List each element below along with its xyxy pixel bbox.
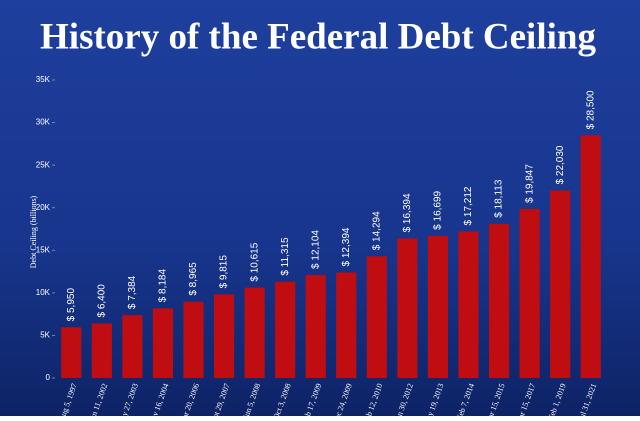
value-label: $ 11,315 (280, 237, 291, 276)
bar (183, 301, 204, 378)
bar (458, 231, 479, 378)
bar (213, 294, 235, 378)
value-label: $ 10,615 (249, 242, 260, 281)
bar (336, 272, 357, 378)
y-tick-label: 25K (36, 160, 51, 169)
value-label: $ 22,030 (555, 145, 566, 184)
value-label: $ 12,394 (341, 227, 352, 266)
y-tick-label: 0 (46, 373, 51, 382)
value-label: $ 19,847 (524, 164, 535, 203)
bar (427, 235, 449, 378)
value-label: $ 7,384 (127, 275, 138, 309)
bar (275, 281, 296, 378)
value-label: $ 16,394 (402, 193, 413, 232)
value-label: $ 16,699 (433, 190, 444, 229)
value-label: $ 28,500 (585, 90, 596, 129)
y-tick-label: 20K (36, 203, 51, 212)
y-tick-label: 30K (36, 118, 51, 127)
value-label: $ 5,950 (66, 288, 77, 322)
value-label: $ 8,965 (188, 262, 199, 296)
bar (91, 323, 112, 378)
bar (244, 287, 265, 378)
bar (61, 327, 82, 378)
y-tick-label: 35K (36, 75, 51, 84)
bar (152, 308, 174, 378)
value-label: $ 18,113 (494, 179, 505, 218)
bar (366, 256, 387, 378)
bar (550, 190, 571, 378)
y-tick-label: 15K (36, 245, 51, 254)
bar (305, 274, 326, 378)
y-axis-label: Debt Ceiling (billions) (29, 195, 38, 268)
bar (122, 315, 143, 378)
bar (488, 223, 510, 378)
value-label: $ 9,815 (219, 255, 230, 289)
value-label: $ 6,400 (96, 284, 107, 318)
chart-title: History of the Federal Debt Ceiling (40, 16, 596, 57)
bar (397, 238, 418, 378)
value-label: $ 12,104 (310, 230, 321, 269)
y-tick-label: 5K (40, 331, 50, 340)
bar (580, 135, 601, 378)
y-tick-label: 10K (36, 288, 51, 297)
value-label: $ 8,184 (158, 269, 169, 303)
value-label: $ 17,212 (463, 186, 474, 225)
bar (519, 209, 540, 378)
value-label: $ 14,294 (371, 211, 382, 250)
